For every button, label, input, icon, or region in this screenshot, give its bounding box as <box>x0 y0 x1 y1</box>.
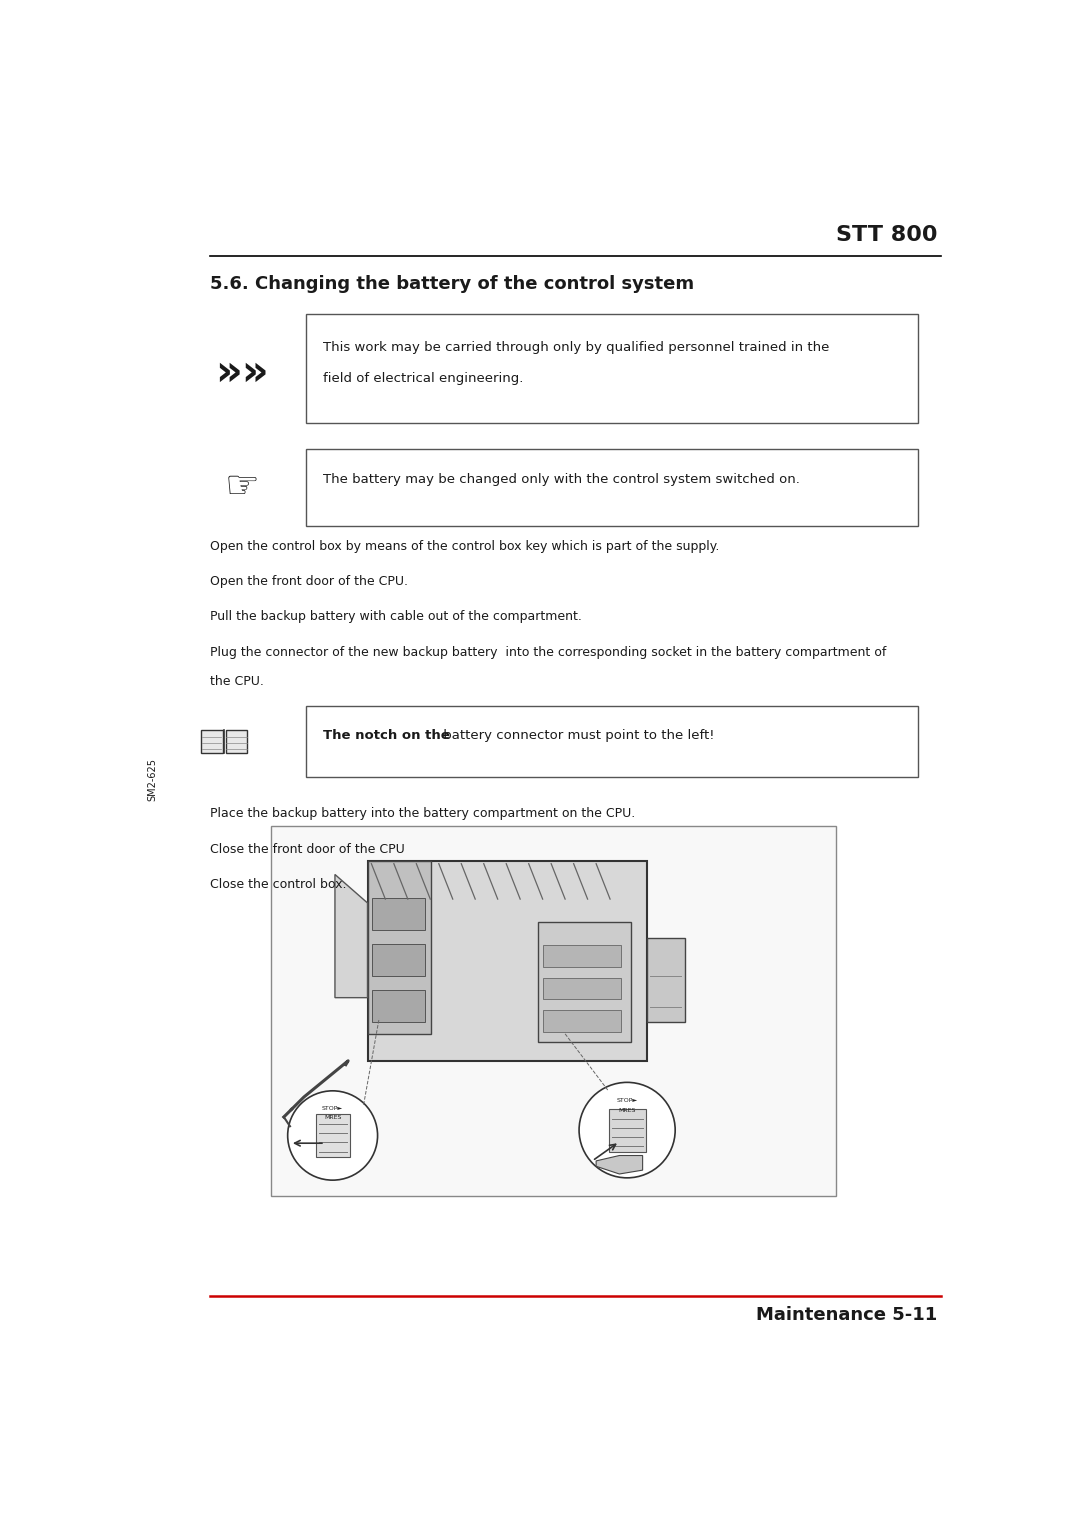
Polygon shape <box>596 1156 643 1174</box>
FancyBboxPatch shape <box>271 827 836 1196</box>
Text: Open the control box by means of the control box key which is part of the supply: Open the control box by means of the con… <box>211 540 719 552</box>
Text: MRES: MRES <box>619 1107 636 1113</box>
Text: Open the front door of the CPU.: Open the front door of the CPU. <box>211 575 408 589</box>
Bar <box>315 1113 350 1157</box>
Circle shape <box>579 1083 675 1177</box>
Bar <box>201 729 222 753</box>
Bar <box>647 938 685 1022</box>
Text: This work may be carried through only by qualified personnel trained in the: This work may be carried through only by… <box>323 342 829 354</box>
Polygon shape <box>335 874 367 997</box>
Text: Pull the backup battery with cable out of the compartment.: Pull the backup battery with cable out o… <box>211 610 582 624</box>
Bar <box>538 923 631 1042</box>
Text: STOP►: STOP► <box>322 1106 343 1112</box>
Text: The notch on the: The notch on the <box>323 729 449 743</box>
FancyBboxPatch shape <box>306 314 918 424</box>
Text: battery connector must point to the left!: battery connector must point to the left… <box>438 729 714 743</box>
Circle shape <box>287 1090 378 1180</box>
Text: 5.6. Changing the battery of the control system: 5.6. Changing the battery of the control… <box>211 276 694 293</box>
Text: SM2-625: SM2-625 <box>147 758 157 801</box>
Bar <box>373 944 424 976</box>
Text: Place the backup battery into the battery compartment on the CPU.: Place the backup battery into the batter… <box>211 807 635 820</box>
Text: Plug the connector of the new backup battery  into the corresponding socket in t: Plug the connector of the new backup bat… <box>211 645 887 659</box>
FancyBboxPatch shape <box>306 448 918 526</box>
Text: field of electrical engineering.: field of electrical engineering. <box>323 372 523 384</box>
Text: Maintenance 5-11: Maintenance 5-11 <box>756 1307 937 1324</box>
Bar <box>373 898 424 930</box>
Bar <box>543 946 621 967</box>
Bar <box>543 978 621 999</box>
Text: The battery may be changed only with the control system switched on.: The battery may be changed only with the… <box>323 473 799 486</box>
Text: Close the control box.: Close the control box. <box>211 878 347 891</box>
Text: Close the front door of the CPU: Close the front door of the CPU <box>211 843 405 856</box>
Text: STOP►: STOP► <box>617 1098 637 1104</box>
Bar <box>226 729 247 753</box>
Text: ☞: ☞ <box>225 468 259 506</box>
Text: STT 800: STT 800 <box>836 224 937 244</box>
Bar <box>367 860 431 1034</box>
Text: »»: »» <box>215 351 269 393</box>
Bar <box>373 990 424 1022</box>
Bar <box>543 1010 621 1031</box>
Bar <box>608 1109 646 1151</box>
Bar <box>367 860 647 1061</box>
FancyBboxPatch shape <box>306 706 918 776</box>
Text: MRES: MRES <box>324 1115 341 1121</box>
Text: the CPU.: the CPU. <box>211 676 264 688</box>
